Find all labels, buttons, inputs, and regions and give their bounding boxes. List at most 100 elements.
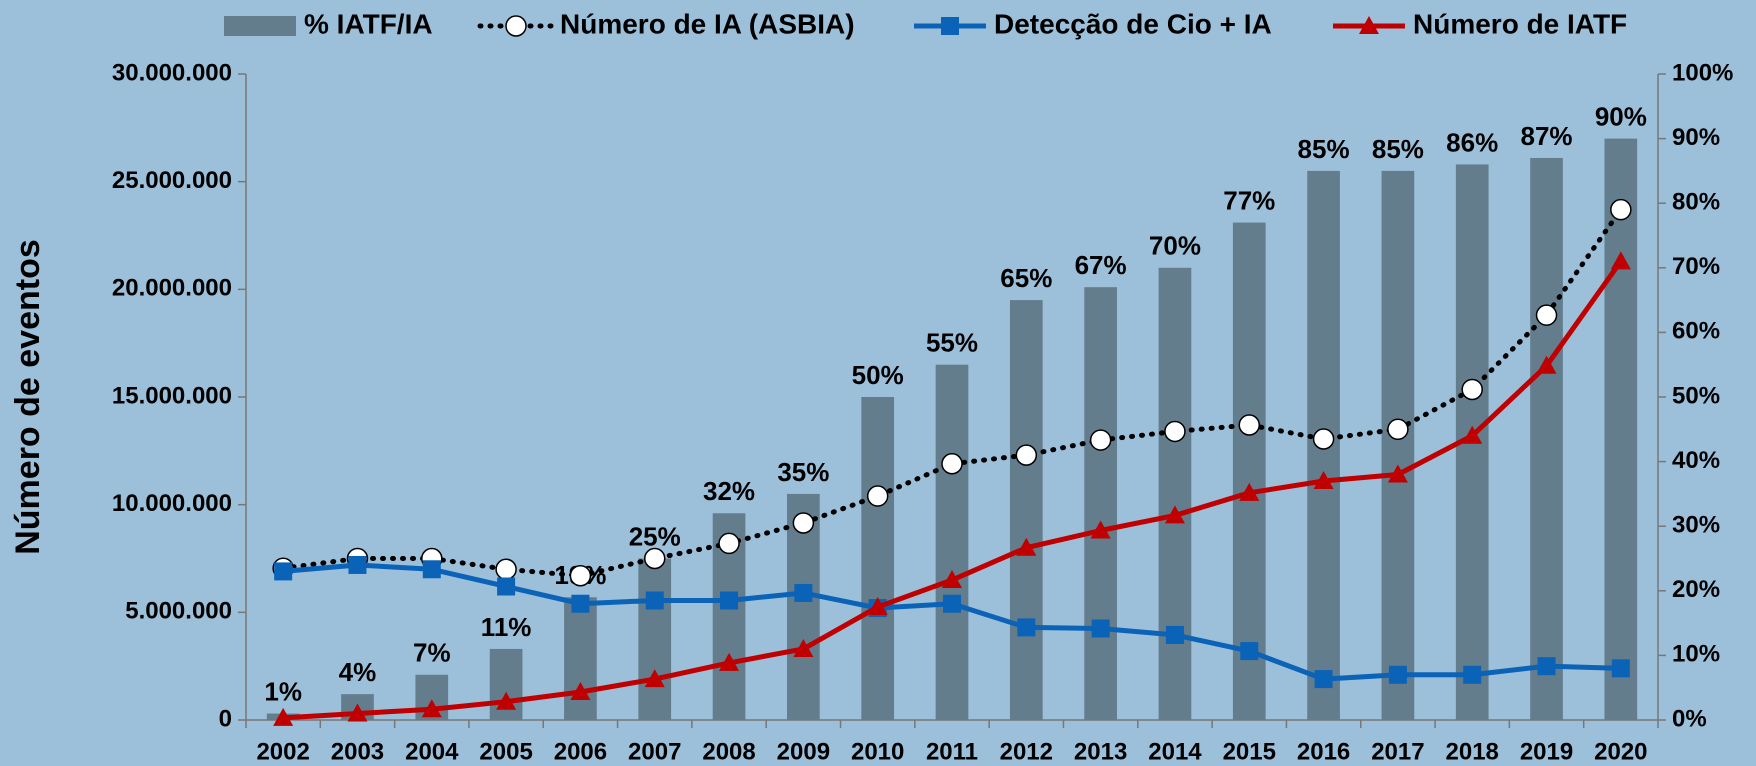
point — [274, 562, 293, 581]
x-tick-label: 2017 — [1371, 738, 1424, 765]
point — [1089, 429, 1112, 451]
legend-label: Número de IA (ASBIA) — [560, 8, 855, 39]
bar — [564, 597, 597, 720]
bar — [1084, 287, 1117, 720]
point — [497, 577, 516, 596]
data-label: 90% — [1595, 101, 1647, 131]
x-tick-label: 2007 — [628, 738, 681, 765]
data-label: 25% — [629, 521, 681, 551]
y2-tick-label: 100% — [1672, 59, 1733, 86]
point — [1387, 464, 1408, 483]
y2-tick-label: 70% — [1672, 253, 1720, 280]
bar — [1604, 138, 1638, 721]
legend-marker — [941, 17, 959, 35]
point — [496, 691, 517, 710]
point — [1238, 414, 1261, 436]
legend-swatch — [224, 16, 296, 36]
y2-tick-label: 60% — [1672, 318, 1720, 345]
point — [1536, 355, 1557, 374]
bar — [1009, 300, 1043, 720]
x-tick-label: 2006 — [554, 738, 607, 765]
point — [718, 532, 740, 555]
point — [1387, 418, 1409, 441]
data-label: 32% — [703, 476, 755, 506]
point — [644, 669, 665, 688]
y2-tick-label: 0% — [1672, 705, 1707, 732]
data-label: 85% — [1372, 134, 1424, 164]
point — [348, 555, 367, 574]
bar — [861, 397, 895, 720]
x-tick-label: 2019 — [1520, 738, 1573, 765]
x-tick-label: 2002 — [256, 738, 309, 765]
point — [1313, 470, 1334, 489]
data-label: 86% — [1446, 127, 1498, 157]
point — [1164, 420, 1186, 443]
y2-tick-label: 50% — [1672, 382, 1720, 409]
legend-label: % IATF/IA — [304, 8, 433, 39]
bar — [1381, 170, 1415, 720]
point — [866, 485, 889, 507]
y-axis-title: Número de eventos — [9, 239, 47, 555]
x-tick-label: 2005 — [479, 738, 532, 765]
x-tick-label: 2003 — [331, 738, 384, 765]
x-tick-label: 2011 — [926, 738, 978, 765]
x-tick-label: 2018 — [1446, 738, 1499, 765]
point — [792, 512, 815, 534]
point — [1016, 537, 1037, 556]
point — [1017, 618, 1036, 637]
y-tick-label: 25.000.000 — [112, 167, 232, 194]
data-label: 87% — [1521, 121, 1573, 151]
x-tick-label: 2015 — [1223, 738, 1276, 765]
point — [943, 594, 961, 613]
y-tick-label: 0 — [219, 705, 232, 732]
bar — [1232, 222, 1266, 720]
x-tick-label: 2014 — [1148, 738, 1202, 765]
y2-tick-label: 30% — [1672, 512, 1720, 539]
point — [941, 453, 963, 475]
y-tick-label: 30.000.000 — [112, 59, 232, 86]
point — [495, 558, 517, 581]
point — [569, 564, 592, 587]
point — [1461, 378, 1483, 401]
point — [1090, 520, 1111, 539]
point — [719, 652, 740, 671]
bar — [1530, 157, 1563, 721]
y2-tick-label: 90% — [1672, 124, 1720, 151]
x-tick-label: 2009 — [777, 738, 830, 765]
x-tick-label: 2020 — [1594, 738, 1647, 765]
bar — [935, 364, 969, 720]
y2-tick-label: 40% — [1672, 447, 1720, 474]
data-label: 67% — [1075, 250, 1127, 280]
point — [421, 699, 442, 718]
y2-tick-label: 80% — [1672, 189, 1720, 216]
point — [1610, 198, 1632, 221]
x-tick-label: 2013 — [1074, 738, 1127, 765]
x-tick-label: 2010 — [851, 738, 904, 765]
legend-marker — [505, 15, 527, 37]
point — [643, 547, 666, 570]
point — [1463, 665, 1482, 684]
point — [1314, 670, 1333, 689]
point — [1611, 659, 1630, 678]
point — [1165, 625, 1184, 644]
point — [1164, 505, 1185, 524]
y2-tick-label: 10% — [1672, 641, 1720, 668]
y-tick-label: 5.000.000 — [125, 598, 232, 625]
point — [1015, 444, 1038, 466]
legend-label: Detecção de Cio + IA — [994, 8, 1272, 39]
point — [1462, 425, 1483, 444]
point — [1535, 304, 1558, 326]
point — [942, 570, 962, 589]
point — [867, 596, 888, 615]
data-label: 50% — [852, 360, 904, 390]
point — [1537, 657, 1556, 676]
y-tick-label: 15.000.000 — [112, 382, 232, 409]
y2-tick-label: 20% — [1672, 576, 1720, 603]
point — [347, 703, 368, 722]
bar — [1158, 267, 1192, 720]
x-tick-label: 2016 — [1297, 738, 1350, 765]
y-tick-label: 20.000.000 — [112, 275, 232, 302]
legend-label: Número de IATF — [1413, 8, 1627, 39]
data-label: 70% — [1149, 231, 1201, 261]
